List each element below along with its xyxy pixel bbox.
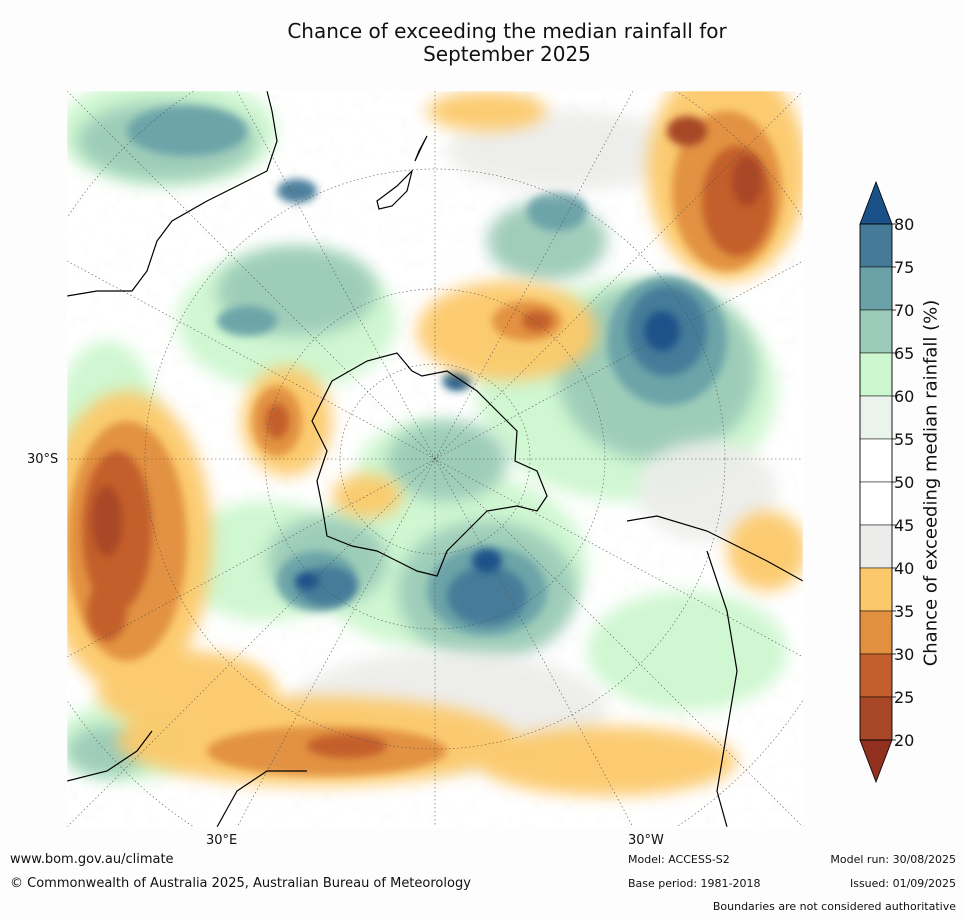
colorbar-band — [859, 266, 893, 311]
footer-base-period: Base period: 1981-2018 — [628, 877, 761, 890]
colorbar-label: Chance of exceeding median rainfall (%) — [920, 299, 942, 667]
colorbar-tick-label: 45 — [894, 516, 914, 535]
colorbar-band — [859, 395, 893, 440]
colorbar-band — [859, 352, 893, 397]
colorbar-tick-label: 20 — [894, 731, 914, 750]
colorbar-tick-label: 25 — [894, 688, 914, 707]
colorbar-arrow-top — [859, 180, 893, 225]
colorbar-body — [859, 180, 893, 784]
lat-label-30s: 30°S — [27, 452, 59, 467]
colorbar-band — [859, 524, 893, 569]
blobs-dark-blue — [295, 311, 680, 589]
footer-model-run: Model run: 30/08/2025 — [830, 853, 956, 866]
colorbar-band — [859, 610, 893, 655]
colorbar-tick-label: 65 — [894, 344, 914, 363]
antarctica-coast — [311, 352, 548, 577]
colorbar-tick-label: 80 — [894, 215, 914, 234]
colorbar-band — [859, 653, 893, 698]
blobs-brown — [92, 116, 762, 556]
colorbar-band — [859, 567, 893, 612]
colorbar-tick-label: 55 — [894, 430, 914, 449]
south-america-coast — [626, 515, 803, 827]
colorbar-ticks: 80 75 70 65 60 55 50 45 40 35 30 25 20 — [892, 215, 914, 750]
footer-copyright: © Commonwealth of Australia 2025, Austra… — [10, 876, 471, 891]
colorbar-tick-label: 75 — [894, 258, 914, 277]
footer-model: Model: ACCESS-S2 — [628, 853, 730, 866]
australia-coast — [67, 91, 278, 297]
footer-issued: Issued: 01/09/2025 — [849, 877, 956, 890]
polar-map — [67, 91, 803, 827]
colorbar-tick-label: 30 — [894, 645, 914, 664]
footer-website[interactable]: www.bom.gov.au/climate — [10, 852, 174, 867]
lon-label-30e: 30°E — [206, 833, 238, 848]
graticule — [67, 91, 803, 827]
colorbar-band — [859, 481, 893, 526]
colorbar-band — [859, 696, 893, 741]
colorbar-band — [859, 223, 893, 268]
colorbar-band — [859, 438, 893, 483]
title-line-1: Chance of exceeding the median rainfall … — [287, 19, 727, 43]
colorbar-tick-label: 35 — [894, 602, 914, 621]
colorbar-tick-label: 50 — [894, 473, 914, 492]
new-zealand-coast — [376, 135, 428, 210]
colorbar-tick-label: 70 — [894, 301, 914, 320]
coastlines — [67, 91, 803, 827]
africa-coast — [67, 730, 307, 827]
colorbar-band — [859, 309, 893, 354]
footer-disclaimer: Boundaries are not considered authoritat… — [712, 900, 956, 913]
map-title: Chance of exceeding the median rainfall … — [0, 20, 965, 66]
lon-label-30w: 30°W — [628, 833, 664, 848]
colorbar-arrow-bottom — [859, 739, 893, 784]
colorbar-tick-label: 40 — [894, 559, 914, 578]
colorbar: 80 75 70 65 60 55 50 45 40 35 30 25 20 — [859, 180, 914, 784]
colorbar-tick-label: 60 — [894, 387, 914, 406]
title-line-2: September 2025 — [423, 42, 591, 66]
